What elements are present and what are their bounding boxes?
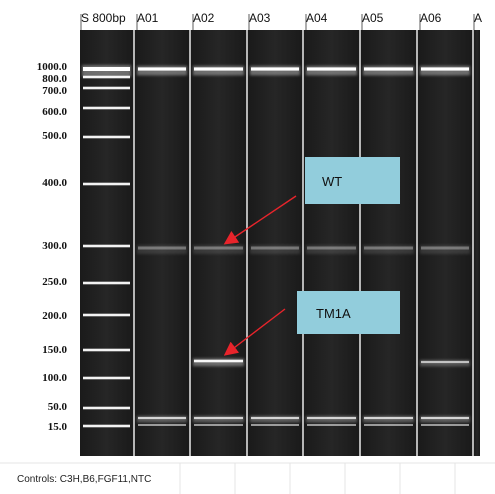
sample-band-top bbox=[421, 67, 469, 71]
sample-band-top bbox=[194, 67, 243, 71]
size-label-600: 600.0 bbox=[42, 106, 67, 118]
sample-band-primer-a bbox=[307, 416, 356, 420]
lane-0 bbox=[80, 30, 133, 456]
sample-band-top bbox=[251, 67, 299, 71]
wt-band-glow bbox=[420, 245, 470, 254]
ladder-band-15 bbox=[83, 424, 130, 428]
size-label-1000: 1000.0 bbox=[37, 61, 68, 73]
size-label-400: 400.0 bbox=[42, 177, 67, 189]
ladder-band-100 bbox=[83, 376, 130, 380]
lane-label-7: A bbox=[474, 11, 482, 25]
controls-caption: Controls: C3H,B6,FGF11,NTC bbox=[17, 474, 151, 485]
wt-band-glow bbox=[193, 245, 244, 254]
ladder-band-1000 bbox=[83, 67, 130, 71]
sample-band-primer-b bbox=[194, 424, 243, 426]
sample-band-primer-a bbox=[421, 416, 469, 420]
sample-band-top-glow bbox=[193, 65, 244, 76]
lane-label-2: A02 bbox=[193, 11, 215, 25]
wt-band bbox=[138, 246, 186, 250]
tm1a-callout-box bbox=[297, 291, 400, 334]
ladder-band-500 bbox=[83, 135, 130, 139]
size-label-700: 700.0 bbox=[42, 85, 67, 97]
ladder-band-700 bbox=[83, 86, 130, 90]
sample-band-top-glow bbox=[420, 65, 470, 76]
sample-band-top bbox=[307, 67, 356, 71]
wt-arrow bbox=[223, 195, 297, 245]
wt-band bbox=[421, 246, 469, 250]
lane-label-4: A04 bbox=[306, 11, 328, 25]
sample-band-primer-b bbox=[364, 424, 413, 426]
sample-band-primer-a bbox=[194, 416, 243, 420]
ladder-band-300 bbox=[83, 244, 130, 248]
size-label-300: 300.0 bbox=[42, 240, 67, 252]
lane-5 bbox=[361, 30, 416, 456]
lane-6 bbox=[418, 30, 472, 456]
tm1a-arrow bbox=[223, 308, 286, 356]
lane-1 bbox=[135, 30, 189, 456]
sample-band-primer-b bbox=[138, 424, 186, 426]
lane-4 bbox=[304, 30, 359, 456]
sample-band-top-glow bbox=[306, 65, 357, 76]
ladder-band-50 bbox=[83, 406, 130, 410]
sample-band-primer-b bbox=[421, 424, 469, 426]
wt-band-glow bbox=[363, 245, 414, 254]
lane-7 bbox=[474, 30, 480, 456]
tm1a-callout-label: TM1A bbox=[316, 306, 351, 321]
sample-band-primer-a bbox=[138, 416, 186, 420]
ladder-band-250 bbox=[83, 281, 130, 285]
size-label-100: 100.0 bbox=[42, 372, 67, 384]
size-label-800: 800.0 bbox=[42, 73, 67, 85]
wt-band-glow bbox=[137, 245, 187, 254]
wt-callout-box bbox=[305, 157, 400, 204]
wt-band-glow bbox=[250, 245, 300, 254]
tm1a-band bbox=[421, 360, 469, 364]
lane-2 bbox=[191, 30, 246, 456]
size-label-15: 15.0 bbox=[48, 421, 68, 433]
sample-band-top-glow bbox=[250, 65, 300, 76]
ladder-band-150 bbox=[83, 348, 130, 352]
wt-band bbox=[364, 246, 413, 250]
sample-band-top bbox=[138, 67, 186, 71]
sample-band-primer-b bbox=[307, 424, 356, 426]
size-label-50: 50.0 bbox=[48, 401, 68, 413]
lane-label-5: A05 bbox=[362, 11, 384, 25]
lane-label-3: A03 bbox=[249, 11, 271, 25]
band-group bbox=[82, 65, 470, 428]
ladder-band-800 bbox=[83, 75, 130, 79]
ladder-band-200 bbox=[83, 313, 130, 317]
lane-label-6: A06 bbox=[420, 11, 442, 25]
sample-band-top-glow bbox=[137, 65, 187, 76]
sample-band-primer-a bbox=[251, 416, 299, 420]
size-label-200: 200.0 bbox=[42, 310, 67, 322]
sample-band-top bbox=[364, 67, 413, 71]
lane-3 bbox=[248, 30, 302, 456]
lane-labels: S 800bp A01 A02 A03 A04 A05 A06 A bbox=[80, 11, 482, 30]
tm1a-band bbox=[194, 359, 243, 363]
size-label-150: 150.0 bbox=[42, 344, 67, 356]
caption-grid bbox=[0, 462, 495, 494]
sample-band-top-glow bbox=[363, 65, 414, 76]
wt-band bbox=[251, 246, 299, 250]
size-label-500: 500.0 bbox=[42, 130, 67, 142]
ladder-band-400 bbox=[83, 182, 130, 186]
size-label-250: 250.0 bbox=[42, 276, 67, 288]
lane-group bbox=[80, 30, 480, 456]
sample-band-primer-b bbox=[251, 424, 299, 426]
wt-band bbox=[194, 246, 243, 250]
sample-band-primer-a bbox=[364, 416, 413, 420]
wt-band bbox=[307, 246, 356, 250]
wt-band-glow bbox=[306, 245, 357, 254]
wt-callout-label: WT bbox=[322, 174, 342, 189]
lane-label-0: S 800bp bbox=[81, 11, 126, 25]
lane-label-1: A01 bbox=[137, 11, 159, 25]
ladder-band-600 bbox=[83, 106, 130, 110]
